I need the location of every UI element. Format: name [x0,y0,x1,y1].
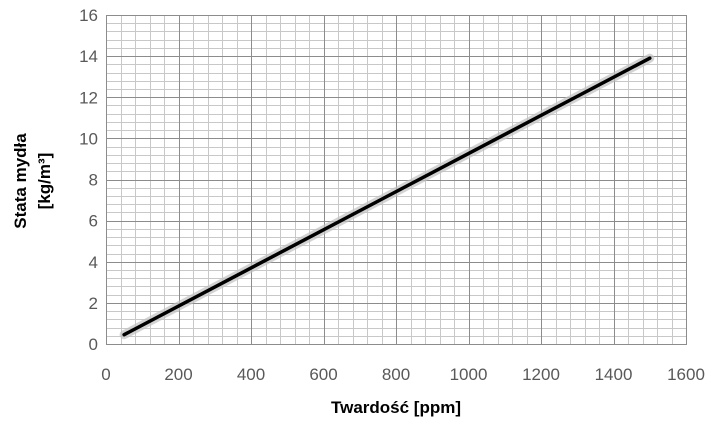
y-tick-labels: 0 2 4 6 8 10 12 14 16 [79,6,98,354]
x-tick-label: 1600 [667,365,705,384]
x-tick-label: 200 [164,365,192,384]
x-axis-title: Twardość [ppm] [331,398,461,417]
y-tick-label: 4 [89,253,98,272]
series-line [122,56,652,337]
x-tick-label: 800 [382,365,410,384]
y-tick-label: 16 [79,6,98,25]
y-axis-title-line1: Stata mydła [11,133,30,229]
y-tick-label: 6 [89,212,98,231]
y-tick-label: 8 [89,171,98,190]
x-tick-label: 0 [101,365,110,384]
y-tick-label: 0 [89,335,98,354]
x-tick-labels: 0 200 400 600 800 1000 1200 1400 1600 [101,365,705,384]
plot-frame [106,15,687,345]
y-axis-title: Stata mydła [kg/m³] [11,133,54,229]
y-tick-label: 2 [89,294,98,313]
x-tick-label: 400 [237,365,265,384]
y-tick-label: 10 [79,129,98,148]
x-tick-label: 1400 [595,365,633,384]
x-tick-label: 1200 [522,365,560,384]
y-tick-label: 12 [79,88,98,107]
x-tick-label: 1000 [450,365,488,384]
y-axis-title-line2: [kg/m³] [35,153,54,210]
y-tick-label: 14 [79,47,98,66]
series-layer [119,53,655,340]
x-tick-label: 600 [309,365,337,384]
